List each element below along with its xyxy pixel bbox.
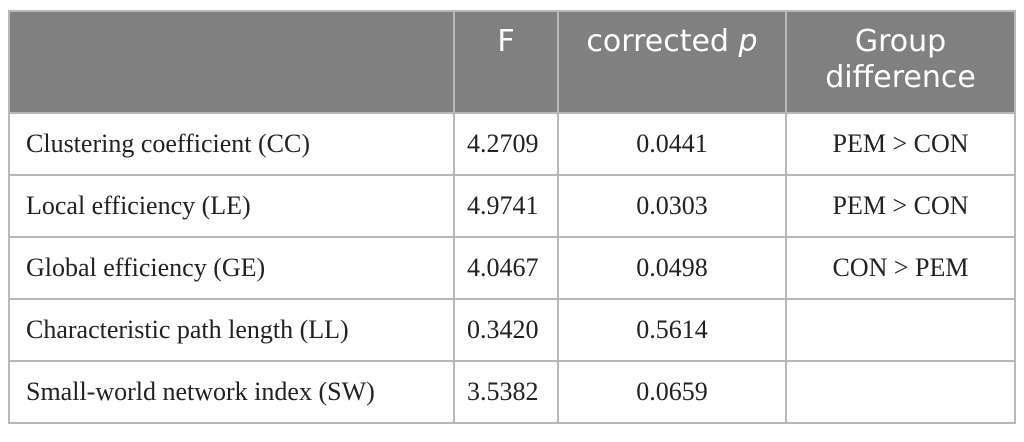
header-measure — [8, 10, 455, 114]
f-value-cell: 4.9741 — [453, 174, 559, 238]
group-difference-cell — [785, 360, 1016, 424]
header-corrected-label: corrected — [586, 24, 739, 59]
f-value-cell: 4.2709 — [453, 112, 559, 176]
header-group-difference: Group difference — [785, 10, 1016, 114]
group-difference-cell: PEM > CON — [785, 112, 1016, 176]
f-value-cell: 4.0467 — [453, 236, 559, 300]
table-row: Clustering coefficient (CC) 4.2709 0.044… — [8, 112, 1016, 176]
p-value-cell: 0.0659 — [557, 360, 787, 424]
table-row: Small-world network index (SW) 3.5382 0.… — [8, 360, 1016, 424]
header-group-line2: difference — [825, 60, 976, 95]
header-p-symbol: p — [738, 24, 758, 59]
results-table: F corrected p Group difference Clustering… — [8, 10, 1016, 424]
header-group-line1: Group — [854, 24, 947, 59]
p-value-cell: 0.5614 — [557, 298, 787, 362]
header-row: F corrected p Group difference — [8, 10, 1016, 114]
p-value-cell: 0.0498 — [557, 236, 787, 300]
p-value-cell: 0.0303 — [557, 174, 787, 238]
measure-cell: Global efficiency (GE) — [8, 236, 455, 300]
group-difference-cell: PEM > CON — [785, 174, 1016, 238]
measure-cell: Clustering coefficient (CC) — [8, 112, 455, 176]
f-value-cell: 3.5382 — [453, 360, 559, 424]
table-row: Global efficiency (GE) 4.0467 0.0498 CON… — [8, 236, 1016, 300]
group-difference-cell — [785, 298, 1016, 362]
measure-cell: Small-world network index (SW) — [8, 360, 455, 424]
table-row: Characteristic path length (LL) 0.3420 0… — [8, 298, 1016, 362]
measure-cell: Characteristic path length (LL) — [8, 298, 455, 362]
table-row: Local efficiency (LE) 4.9741 0.0303 PEM … — [8, 174, 1016, 238]
f-value-cell: 0.3420 — [453, 298, 559, 362]
measure-cell: Local efficiency (LE) — [8, 174, 455, 238]
results-table-container: F corrected p Group difference Clustering… — [8, 10, 1016, 424]
header-f: F — [453, 10, 559, 114]
p-value-cell: 0.0441 — [557, 112, 787, 176]
group-difference-cell: CON > PEM — [785, 236, 1016, 300]
header-corrected-p: corrected p — [557, 10, 787, 114]
